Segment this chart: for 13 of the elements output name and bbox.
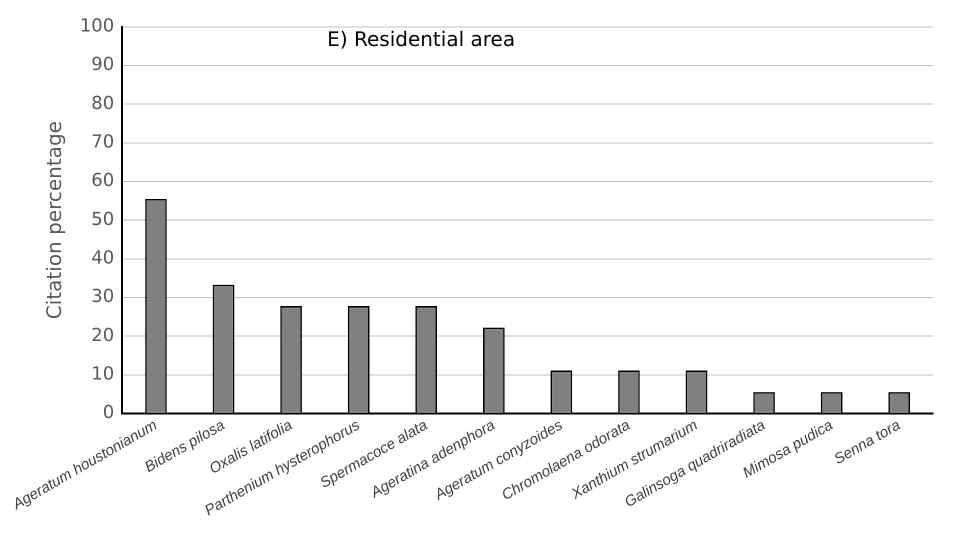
y-tick-label: 0 [102, 402, 114, 424]
y-tick-label: 60 [91, 170, 114, 192]
y-tick-label: 70 [91, 131, 114, 152]
y-tick-label: 90 [91, 54, 114, 76]
y-tick-label: 80 [91, 92, 114, 114]
y-tick-label: 50 [91, 208, 114, 230]
y-axis-title: Citation percentage [42, 121, 66, 320]
y-tick-label: 30 [91, 286, 114, 308]
y-tick-label: 100 [80, 15, 114, 36]
y-tick-label: 40 [91, 247, 114, 268]
chart-title: E) Residential area [327, 27, 516, 52]
y-tick-label: 20 [91, 324, 114, 346]
y-tick-label: 10 [91, 363, 114, 384]
